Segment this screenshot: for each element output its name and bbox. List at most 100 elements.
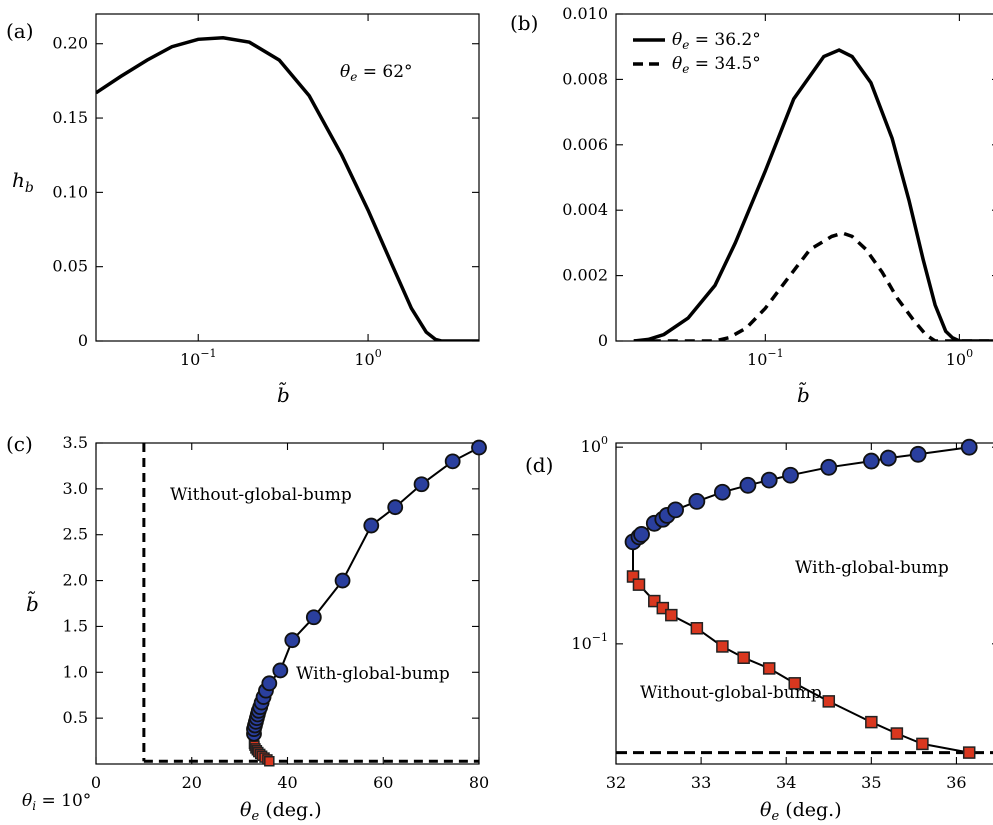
- series-line-solid: [633, 48, 993, 341]
- lower-branch-marker: [648, 594, 661, 608]
- y-tick-label: 0.004: [562, 200, 608, 219]
- lower-branch-marker: [656, 601, 670, 615]
- y-tick-label: 2.0: [63, 571, 88, 590]
- upper-branch-marker: [471, 439, 487, 456]
- upper-branch-marker: [820, 458, 838, 476]
- y-tick-label: 1.0: [63, 662, 88, 681]
- x-tick-label: 80: [469, 773, 489, 792]
- upper-branch-marker: [667, 501, 684, 519]
- y-tick-label: 0.010: [562, 4, 608, 23]
- series-line-dashed: [633, 231, 993, 341]
- x-tick-label: 35: [861, 773, 881, 792]
- x-tick-label: 10−1: [747, 347, 784, 369]
- y-tick-label: 0.008: [562, 69, 608, 88]
- legend-label-2: θe = 34.5°: [672, 54, 761, 76]
- lower-branch-marker: [962, 746, 976, 759]
- y-tick-label: 100: [581, 434, 608, 456]
- x-tick-label: 0: [91, 773, 101, 792]
- panel-d-ticks: 32 33 34 35 36 10−1 100: [571, 434, 993, 792]
- upper-branch-marker: [633, 526, 650, 543]
- y-tick-label: 0.20: [52, 34, 88, 53]
- x-tick-label: 20: [182, 773, 202, 792]
- x-tick-label: 34: [776, 773, 796, 792]
- upper-branch-marker: [387, 499, 404, 516]
- panel-b: (b) 10−1 100 0 0.002 0.004 0.006 0.008 0.010 b̃…: [510, 4, 993, 407]
- panel-b-legend: θe = 36.2° θe = 34.5°: [633, 30, 761, 76]
- panel-c-region-upper: Without-global-bump: [170, 485, 352, 505]
- upper-branch-marker: [305, 609, 322, 626]
- branch-curve: [632, 446, 970, 754]
- panel-c-theta-i-label: θi = 10°: [22, 791, 91, 813]
- panel-a: (a) 10−1 100 0 0.05 0.10 0.15 0.20 hb b̃ θe = …: [6, 13, 480, 407]
- panel-c-ylabel: b̃: [26, 590, 39, 616]
- panel-a-axes-frame: [95, 13, 480, 342]
- x-tick-label: 40: [277, 773, 297, 792]
- lower-branch-marker: [865, 715, 878, 729]
- upper-branch-marker: [444, 453, 461, 470]
- lower-branch-marker: [916, 737, 929, 751]
- panel-d-region-upper: With-global-bump: [795, 558, 949, 578]
- upper-branch-marker: [862, 452, 880, 470]
- panel-c-ticks: 0 20 40 60 80 0.5 1.0 1.5 2.0 2.5 3.0 3.5: [63, 433, 490, 792]
- panel-a-xlabel: b̃: [277, 381, 290, 407]
- panel-c-series: [142, 439, 487, 767]
- lower-branch-marker: [716, 640, 729, 653]
- x-tick-label: 10−1: [180, 347, 217, 369]
- panel-b-axes-frame: [615, 13, 993, 342]
- panel-a-label: (a): [6, 19, 34, 43]
- y-tick-label: 3.5: [63, 433, 88, 452]
- x-tick-label: 100: [354, 347, 381, 369]
- y-tick-label: 0.006: [562, 135, 608, 154]
- panel-b-xlabel: b̃: [797, 381, 810, 407]
- upper-branch-marker: [713, 483, 731, 501]
- lower-branch-marker: [665, 608, 678, 622]
- panel-b-series: [633, 48, 993, 341]
- y-tick-label: 0: [78, 331, 88, 350]
- panel-d-region-lower: Without-global-bump: [640, 683, 822, 703]
- x-tick-label: 33: [691, 773, 711, 792]
- panel-c: (c) 0 20 40 60 80 0.5 1.0 1.5 2.0 2.5 3.0 3.5 b̃ θe…: [6, 432, 489, 824]
- legend-label-1: θe = 36.2°: [672, 30, 761, 52]
- panel-d-axes-frame: [615, 442, 993, 765]
- lower-branch-marker: [890, 727, 904, 740]
- panel-d-series: [616, 438, 993, 759]
- upper-branch-marker: [284, 632, 301, 649]
- y-tick-label: 0.05: [52, 257, 88, 276]
- panel-a-series: [96, 36, 479, 341]
- panel-d: (d) 32 33 34 35 36 10−1 100 θe (deg.) With-glo…: [525, 434, 993, 824]
- upper-branch-marker: [739, 476, 757, 494]
- y-tick-label: 0.10: [52, 182, 88, 201]
- panel-a-ticks: 10−1 100 0 0.05 0.10 0.15 0.20: [52, 14, 479, 369]
- lower-branch-marker: [632, 578, 646, 591]
- panel-c-region-lower: With-global-bump: [296, 664, 450, 684]
- panel-d-label: (d): [525, 453, 553, 477]
- upper-branch-marker: [909, 445, 927, 463]
- lower-branch-marker: [737, 651, 750, 664]
- y-tick-label: 10−1: [571, 631, 608, 653]
- lower-branch-marker: [690, 622, 704, 635]
- y-tick-label: 0.15: [52, 108, 88, 127]
- upper-branch-marker: [879, 449, 897, 467]
- upper-branch-marker: [363, 517, 380, 534]
- lower-branch-marker: [762, 662, 776, 675]
- lower-branch-marker: [264, 755, 275, 767]
- y-tick-label: 0: [598, 331, 608, 350]
- panel-b-label: (b): [510, 11, 538, 35]
- x-tick-label: 32: [606, 773, 626, 792]
- upper-branch-marker: [760, 471, 778, 489]
- series-line-solid: [96, 36, 479, 341]
- x-tick-label: 36: [946, 773, 966, 792]
- lower-branch-marker: [788, 677, 801, 690]
- upper-branch-marker: [413, 476, 430, 493]
- upper-branch-marker: [688, 492, 706, 510]
- panel-c-label: (c): [6, 432, 33, 456]
- upper-branch-marker: [261, 675, 278, 692]
- y-tick-label: 0.002: [562, 266, 608, 285]
- panel-b-ticks: 10−1 100 0 0.002 0.004 0.006 0.008 0.010: [562, 4, 993, 369]
- panel-a-annotation: θe = 62°: [340, 62, 413, 84]
- panel-a-ylabel: hb: [12, 168, 34, 196]
- y-tick-label: 0.5: [63, 708, 88, 727]
- upper-branch-marker: [960, 438, 978, 456]
- y-tick-label: 2.5: [63, 525, 88, 544]
